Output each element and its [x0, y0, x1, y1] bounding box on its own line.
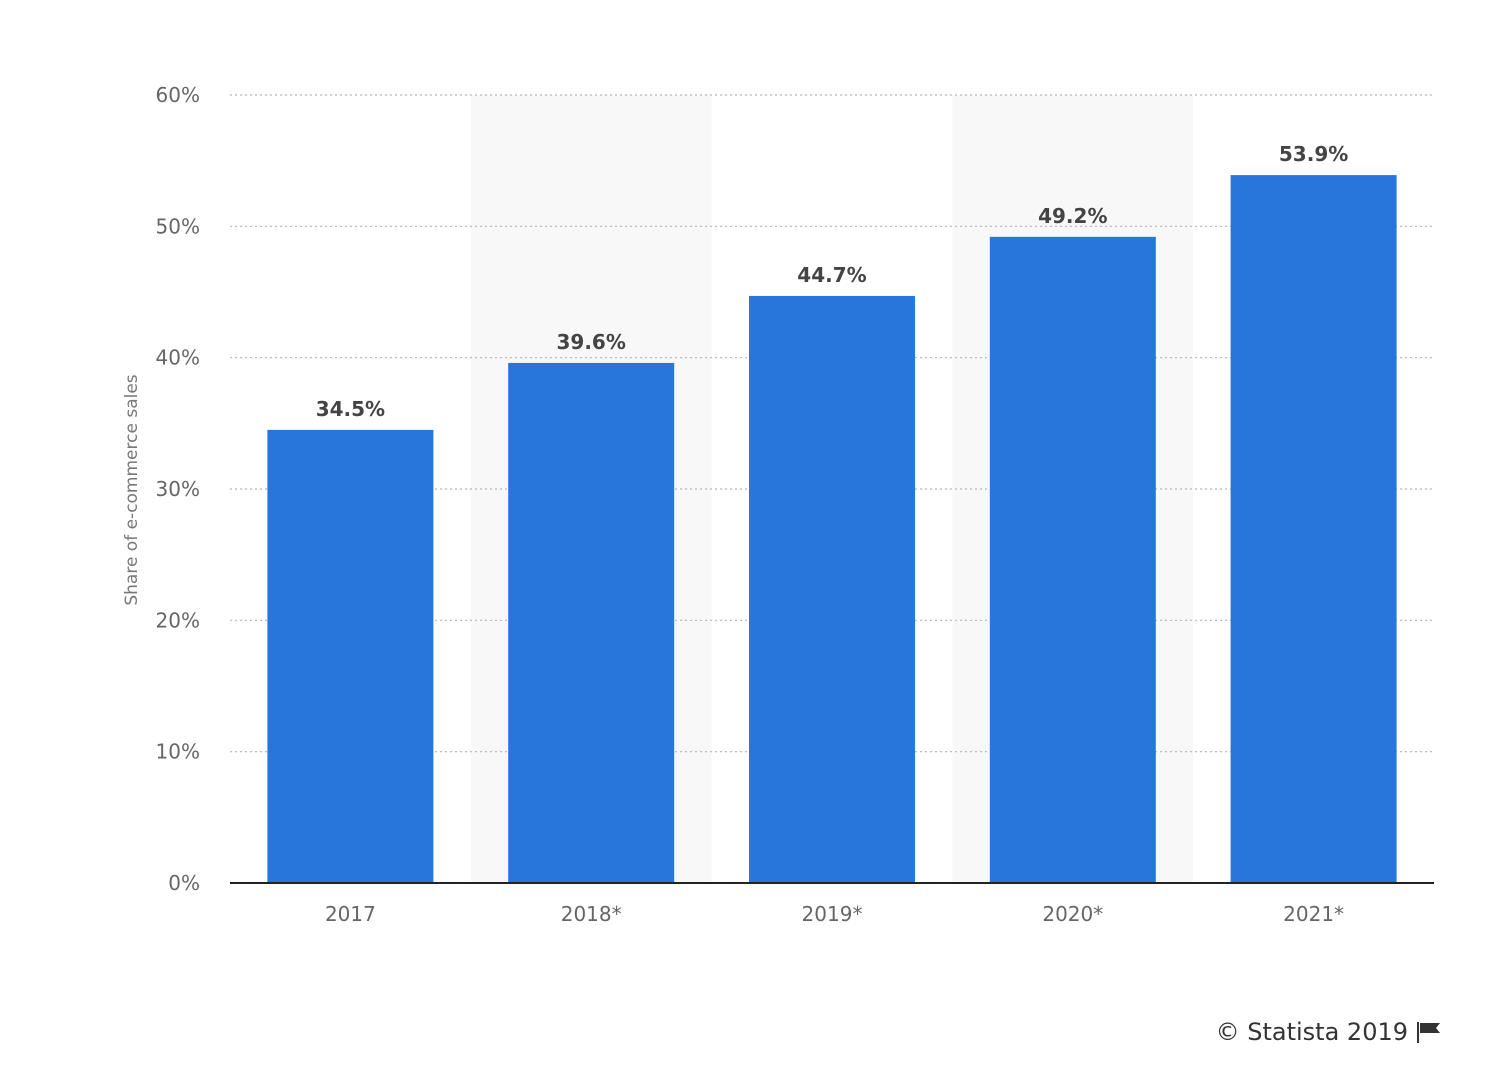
- y-tick-label: 50%: [156, 214, 200, 238]
- y-axis-ticks: 0% 10% 20% 30% 40% 50% 60%: [156, 83, 200, 895]
- bar[interactable]: [989, 236, 1156, 884]
- data-label: 53.9%: [1279, 142, 1348, 166]
- y-tick-label: 0%: [168, 871, 200, 895]
- data-label: 34.5%: [316, 397, 385, 421]
- y-tick-label: 20%: [156, 608, 200, 632]
- bar[interactable]: [749, 295, 915, 883]
- y-axis-label: Share of e-commerce sales: [122, 374, 142, 605]
- x-axis-categories: 2017 2018* 2019* 2020* 2021*: [325, 902, 1344, 926]
- data-label: 49.2%: [1038, 204, 1107, 228]
- x-tick-label: 2017: [325, 902, 376, 926]
- bars: [267, 175, 1397, 884]
- bar[interactable]: [267, 429, 434, 883]
- x-tick-label: 2021*: [1283, 902, 1344, 926]
- data-labels: 34.5% 39.6% 44.7% 49.2% 53.9%: [316, 142, 1349, 421]
- bar[interactable]: [1230, 175, 1397, 883]
- x-tick-label: 2019*: [802, 902, 863, 926]
- credit-text: © Statista 2019: [1215, 1018, 1408, 1046]
- flag-icon[interactable]: [1416, 1020, 1442, 1044]
- y-tick-label: 10%: [156, 740, 200, 764]
- y-tick-label: 60%: [156, 83, 200, 107]
- x-tick-label: 2020*: [1042, 902, 1103, 926]
- x-tick-label: 2018*: [561, 902, 622, 926]
- y-tick-label: 30%: [156, 477, 200, 501]
- data-label: 39.6%: [557, 330, 626, 354]
- data-label: 44.7%: [797, 263, 866, 287]
- bar[interactable]: [508, 362, 675, 883]
- credit: © Statista 2019: [1216, 1018, 1442, 1046]
- y-tick-label: 40%: [156, 346, 200, 370]
